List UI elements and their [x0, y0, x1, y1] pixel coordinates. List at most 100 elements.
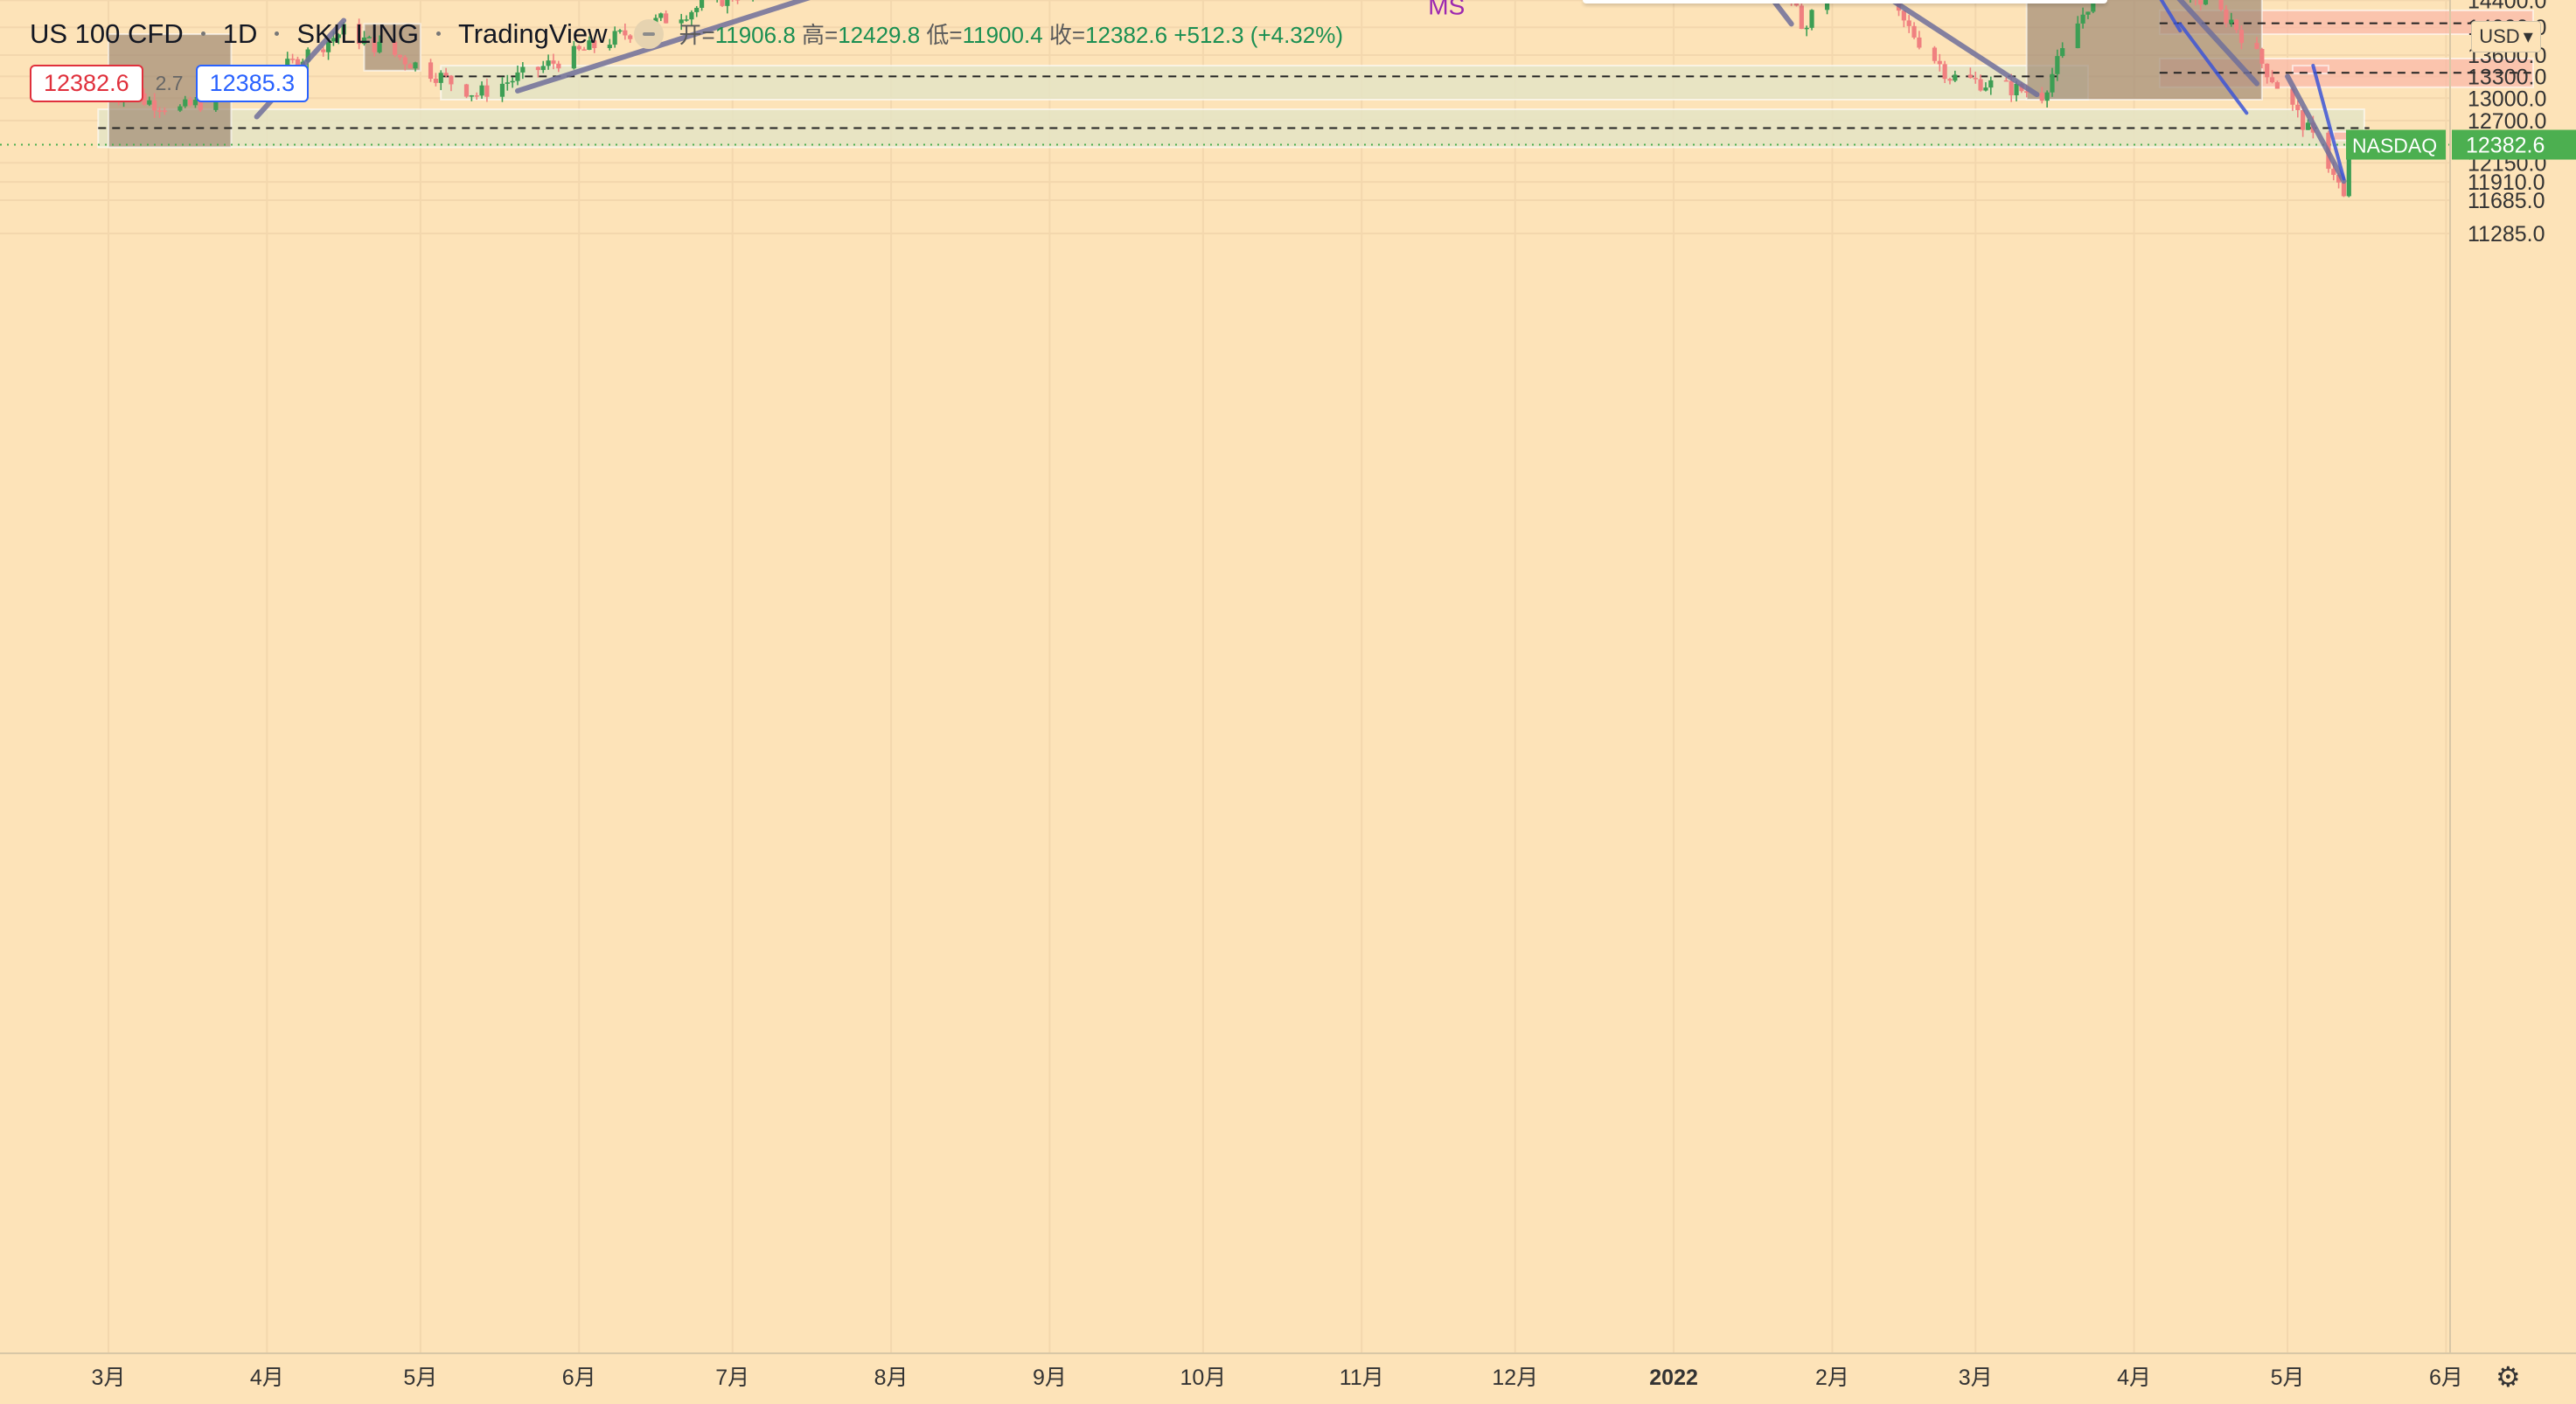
high-label: 高=	[802, 22, 839, 48]
candle-body	[2039, 93, 2044, 101]
time-tick-label: 11月	[1340, 1366, 1384, 1390]
candle-body	[571, 45, 576, 69]
candle-body	[664, 13, 669, 24]
candle-body	[357, 24, 362, 45]
open-value: 11906.8	[714, 22, 796, 48]
time-tick-label: 3月	[1959, 1366, 1993, 1390]
candle-body	[2044, 92, 2050, 101]
candle-body	[449, 75, 454, 85]
candle-body	[2259, 48, 2265, 64]
last-price-value: 12382.6	[2466, 134, 2545, 158]
candle-body	[2024, 91, 2029, 94]
candle-body	[510, 80, 515, 83]
chevron-down-icon: ▾	[2523, 25, 2533, 47]
candle-body	[607, 45, 612, 49]
candle-body	[157, 110, 163, 112]
candle-body	[178, 106, 183, 111]
candle-body	[474, 95, 479, 97]
candle-body	[1804, 27, 1809, 30]
eye-toggle-icon[interactable]	[633, 18, 664, 49]
candle-body	[535, 66, 540, 71]
candle-body	[2305, 122, 2311, 130]
spread-value: 2.7	[155, 72, 184, 94]
close-value: 12382.6	[1085, 22, 1168, 48]
candle-body	[331, 38, 336, 42]
candle-body	[469, 95, 474, 97]
candle-body	[581, 49, 587, 51]
candle-body	[2009, 80, 2014, 96]
trendline	[515, 0, 811, 94]
candle-body	[188, 99, 193, 106]
price-tick-label: 13000.0	[2468, 87, 2546, 111]
price-tick-label: 11910.0	[2468, 170, 2545, 195]
platform-label: TradingView	[457, 17, 608, 49]
candle-body	[295, 59, 301, 69]
low-label: 低=	[926, 22, 963, 48]
supply-zone	[2291, 65, 2329, 75]
low-value: 11900.4	[962, 22, 1043, 48]
trendline	[2285, 73, 2347, 184]
candle-body	[1799, 5, 1804, 30]
time-tick-label: 5月	[2271, 1366, 2305, 1390]
candle-body	[463, 84, 470, 97]
candle-body	[515, 72, 520, 81]
candle-body	[1983, 87, 1988, 91]
candle-body	[402, 57, 407, 65]
candle-body	[551, 60, 556, 64]
last-price-symbol: NASDAQ	[2352, 135, 2437, 157]
candle-body	[1911, 25, 1917, 38]
trendline	[1887, 0, 2040, 98]
interval-label[interactable]: 1D	[222, 17, 258, 49]
top-toolbar-edge	[1583, 0, 2107, 3]
candle-body	[1825, 0, 1830, 10]
candle-body	[2238, 30, 2245, 44]
time-tick-label: 12月	[1492, 1366, 1538, 1390]
price-tick-label: 12700.0	[2468, 109, 2546, 134]
candle-body	[2336, 175, 2342, 183]
candle-body	[2224, 9, 2229, 24]
time-tick-label: 4月	[250, 1366, 284, 1390]
candle-body	[479, 85, 484, 96]
candle-body	[556, 63, 561, 69]
candle-body	[505, 82, 510, 84]
sell-button[interactable]: 12382.6	[30, 65, 143, 102]
currency-label: USD	[2479, 25, 2520, 47]
candle-body	[2274, 82, 2280, 89]
candle-body	[592, 40, 597, 49]
candle-body	[735, 0, 741, 1]
candle-body	[700, 0, 705, 8]
candle-body	[520, 66, 526, 73]
open-label: 开=	[679, 22, 715, 48]
candle-body	[720, 0, 725, 6]
candle-body	[336, 34, 341, 38]
candle-body	[2290, 88, 2295, 105]
buy-button[interactable]: 12385.3	[195, 65, 310, 102]
ohlc-values: 开=11906.8 高=12429.8 低=11900.4 收=12382.6 …	[679, 17, 1343, 50]
candle-body	[142, 93, 147, 105]
gear-icon[interactable]: ⚙	[2496, 1361, 2521, 1393]
candle-body	[361, 37, 367, 45]
candle-body	[162, 110, 167, 112]
candle-body	[2229, 19, 2234, 24]
time-tick-label: 6月	[562, 1366, 596, 1390]
bid-ask-panel: 12382.6 2.7 12385.3	[30, 65, 310, 102]
candle-body	[372, 37, 377, 52]
candle-body	[2341, 182, 2347, 197]
candle-body	[377, 41, 382, 52]
candle-body	[183, 99, 188, 107]
separator-dot	[275, 31, 280, 36]
candle-body	[428, 62, 434, 80]
candle-body	[1917, 37, 1922, 48]
candle-body	[1953, 74, 1958, 81]
candle-body	[2003, 80, 2009, 82]
candle-body	[587, 40, 592, 50]
candle-body	[1978, 79, 1983, 91]
last-price-value-tag	[2452, 129, 2576, 160]
symbol-name[interactable]: US 100 CFD	[30, 17, 184, 49]
currency-dropdown[interactable]: USD ▾	[2471, 21, 2541, 52]
time-tick-label: 10月	[1180, 1366, 1226, 1390]
candle-body	[725, 0, 730, 6]
